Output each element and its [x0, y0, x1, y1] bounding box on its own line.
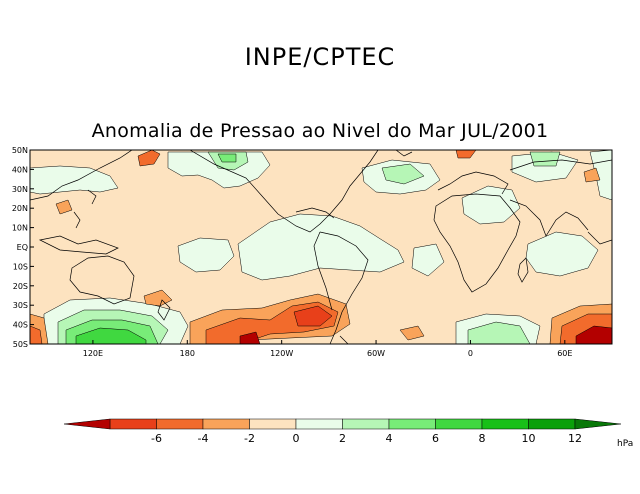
colorbar-segment [342, 418, 390, 430]
positive-anomaly-high [65, 153, 237, 344]
coast-greenland [395, 150, 413, 157]
coast-maritime-continent [38, 235, 119, 255]
lon-tick-label: 0 [468, 349, 473, 358]
negative-anomaly-regions [30, 150, 612, 344]
coast-europe [437, 171, 509, 195]
colorbar-tick-label: 10 [522, 432, 536, 445]
region-2-4-asia [529, 151, 561, 167]
colorbar-tick-label: 6 [432, 432, 439, 445]
coast-new-zealand [157, 299, 171, 321]
lat-tick-label: 20S [13, 282, 28, 291]
lat-tick-label: 10N [12, 224, 28, 233]
coast-se-asia [587, 231, 612, 245]
colorbar-segment [202, 418, 250, 430]
positive-region-central-pacific [177, 237, 235, 273]
lat-tick-label: EQ [17, 243, 28, 252]
colorbar-triangle-high [574, 418, 622, 430]
longitude-axis: 120E 180 120W 60W 0 60E [83, 340, 572, 358]
coast-north-america [189, 150, 379, 233]
lat-tick-label: 10S [13, 262, 28, 271]
colorbar-tick-label: 8 [479, 432, 486, 445]
positive-anomaly-regions [30, 150, 612, 344]
region-lt-neg6-indian-south [575, 325, 612, 344]
region-neg-asia-east [583, 167, 601, 183]
coast-madagascar [517, 257, 529, 283]
lat-tick-label: 40S [13, 321, 28, 330]
region-4-6-north-pacific [217, 153, 237, 163]
region-neg-arctic-atlantic [455, 150, 477, 159]
colorbar-segment [435, 418, 483, 430]
lat-tick-label: 40N [12, 165, 28, 174]
region-neg-central-south-pacific [143, 289, 173, 307]
lon-tick-label: 60W [367, 349, 385, 358]
map-panel [30, 150, 612, 344]
colorbar: -6 -4 -2 0 2 4 6 8 10 12 hPa [63, 418, 633, 449]
lat-tick-label: 50N [12, 146, 28, 155]
region-neg-north-pacific-west [137, 150, 161, 167]
coast-arabia-india [509, 199, 589, 237]
positive-region-indian-ocean [525, 231, 599, 277]
latitude-axis: 50N 40N 30N 20N 10N EQ 10S 20S 30S 40S 50S [12, 146, 34, 349]
lat-tick-label: 20N [12, 204, 28, 213]
region-neg-western-pacific [55, 199, 73, 215]
region-neg6-southeast-pacific [293, 305, 333, 327]
colorbar-tick-label: -6 [151, 432, 162, 445]
positive-region-nw-pacific [30, 165, 119, 195]
lon-tick-label: 60E [557, 349, 572, 358]
colorbar-segment [249, 418, 297, 430]
positive-region-east-pacific-atlantic [237, 213, 405, 281]
colorbar-segment [528, 418, 576, 430]
coast-africa [433, 193, 521, 293]
colorbar-tick-label: 2 [339, 432, 346, 445]
region-2-4-north-atlantic [381, 163, 425, 185]
colorbar-segment [109, 418, 157, 430]
colorbar-segment [156, 418, 204, 430]
region-neg4-southwest [30, 325, 43, 344]
colorbar-tick-label: -4 [198, 432, 209, 445]
coast-philippines-japan [73, 189, 97, 229]
lat-tick-label: 30N [12, 185, 28, 194]
coastlines [30, 150, 612, 344]
region-6-8-south-pacific [75, 327, 147, 344]
coast-south-america [313, 231, 369, 344]
map-title: Anomalia de Pressao ao Nivel do Mar JUL/… [91, 120, 549, 142]
coast-asia-north [509, 159, 612, 171]
colorbar-tick-label: 4 [386, 432, 393, 445]
colorbar-triangle-low [63, 418, 111, 430]
region-lt-neg6-south-pacific [239, 331, 261, 344]
region-neg-south-atlantic [399, 325, 425, 341]
lon-tick-label: 120W [270, 349, 293, 358]
region-2-4-south-atlantic [467, 321, 531, 344]
colorbar-segment [388, 418, 436, 430]
coast-gulf [295, 207, 335, 219]
coast-asia-east [30, 150, 133, 201]
organization-title: INPE/CPTEC [244, 43, 396, 71]
coast-australia [69, 255, 135, 305]
positive-region-africa-south [411, 243, 445, 277]
lat-tick-label: 50S [13, 340, 28, 349]
colorbar-segment [481, 418, 529, 430]
colorbar-tick-label: -2 [244, 432, 255, 445]
colorbar-segment [295, 418, 343, 430]
lon-tick-label: 180 [180, 349, 195, 358]
colorbar-tick-label: 0 [293, 432, 300, 445]
colorbar-unit: hPa [617, 439, 633, 449]
positive-region-africa [461, 185, 521, 225]
lon-tick-label: 120E [83, 349, 103, 358]
coast-antarctic-peninsula [339, 335, 349, 344]
colorbar-tick-label: 12 [568, 432, 582, 445]
lat-tick-label: 30S [13, 301, 28, 310]
